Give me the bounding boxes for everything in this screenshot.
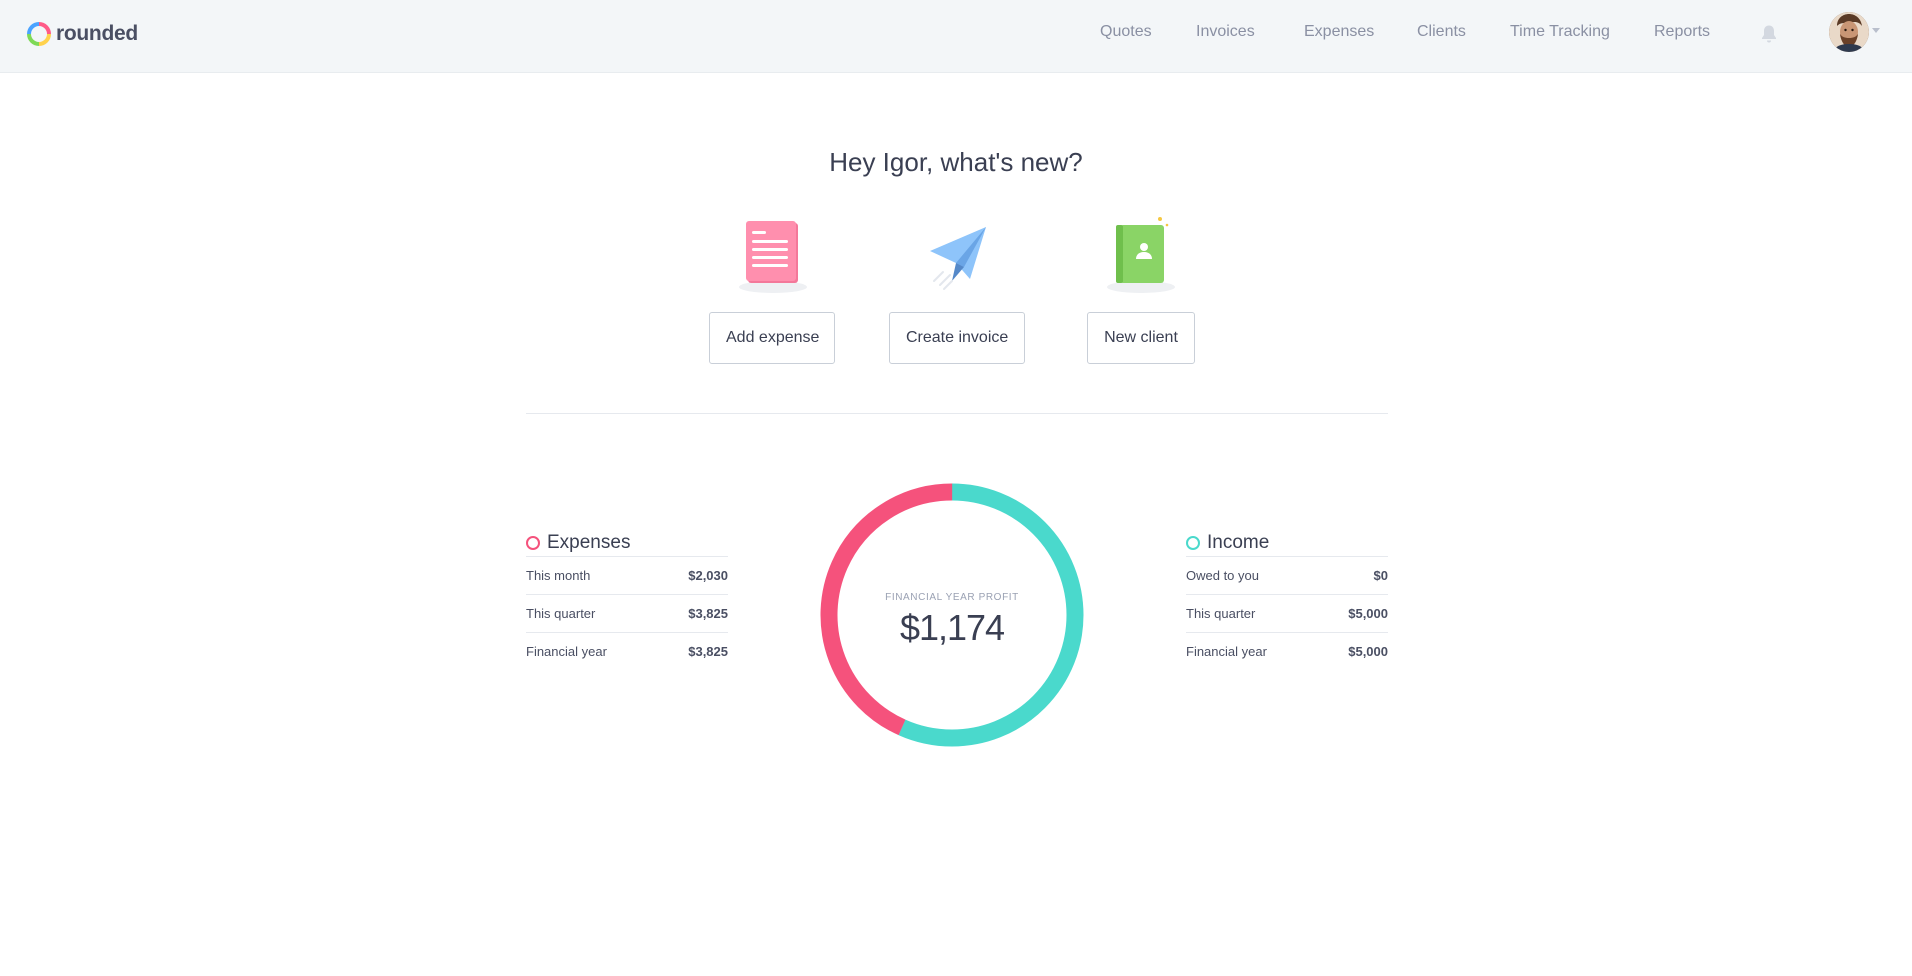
expenses-summary-title: Expenses [547,532,631,553]
expenses-row-value: $3,825 [688,606,728,621]
income-row-this-quarter: This quarter $5,000 [1186,594,1388,632]
expenses-row-value: $2,030 [688,568,728,583]
expenses-row-financial-year: Financial year $3,825 [526,632,728,670]
nav-item-expenses[interactable]: Expenses [1304,23,1375,40]
income-summary-header: Income [1186,530,1388,556]
expenses-legend-icon [526,536,540,550]
profit-value: $1,174 [899,607,1005,648]
expenses-row-this-quarter: This quarter $3,825 [526,594,728,632]
section-divider [526,413,1388,414]
user-avatar[interactable] [1829,12,1869,52]
nav-item-quotes[interactable]: Quotes [1100,23,1152,40]
page-greeting: Hey Igor, what's new? [829,147,1083,177]
income-row-label: Owed to you [1186,568,1259,583]
income-row-owed-to-you: Owed to you $0 [1186,556,1388,594]
income-legend-icon [1186,536,1200,550]
app-logo[interactable]: rounded [27,21,138,47]
income-row-label: Financial year [1186,644,1267,659]
profit-donut-chart: Financial year profit $1,174 [820,483,1084,747]
paper-plane-icon [930,227,986,290]
expenses-row-label: Financial year [526,644,607,659]
chevron-down-icon[interactable] [1872,28,1880,33]
logo-ring-icon [27,22,51,46]
nav-item-reports[interactable]: Reports [1654,23,1711,40]
nav-item-invoices[interactable]: Invoices [1196,23,1255,40]
expenses-row-value: $3,825 [688,644,728,659]
expenses-row-label: This quarter [526,606,596,621]
user-avatar-image [1829,12,1869,52]
nav-item-clients[interactable]: Clients [1417,23,1466,40]
expenses-summary: Expenses This month $2,030 This quarter … [526,530,728,670]
profit-donut-svg [820,483,1084,747]
profit-label: Financial year profit [885,592,1019,603]
income-summary-title: Income [1207,532,1270,553]
create-invoice-button[interactable]: Create invoice [889,312,1025,364]
expenses-summary-header: Expenses [526,530,728,556]
top-navigation-bar: rounded Quotes Invoices Expenses Clients… [0,0,1912,73]
income-row-value: $0 [1373,568,1388,583]
income-row-label: This quarter [1186,606,1256,621]
new-client-button[interactable]: New client [1087,312,1195,364]
document-icon [739,221,807,293]
income-row-value: $5,000 [1348,644,1388,659]
contact-book-icon [1107,217,1175,293]
expenses-row-label: This month [526,568,591,583]
main-nav: Quotes Invoices Expenses Clients Time Tr… [0,23,1912,47]
app-logo-text: rounded [56,22,138,45]
income-row-value: $5,000 [1348,606,1388,621]
expenses-row-this-month: This month $2,030 [526,556,728,594]
bell-icon[interactable] [1760,24,1778,44]
income-summary: Income Owed to you $0 This quarter $5,00… [1186,530,1388,670]
add-expense-button[interactable]: Add expense [709,312,835,364]
income-row-financial-year: Financial year $5,000 [1186,632,1388,670]
nav-item-time-tracking[interactable]: Time Tracking [1510,23,1610,40]
